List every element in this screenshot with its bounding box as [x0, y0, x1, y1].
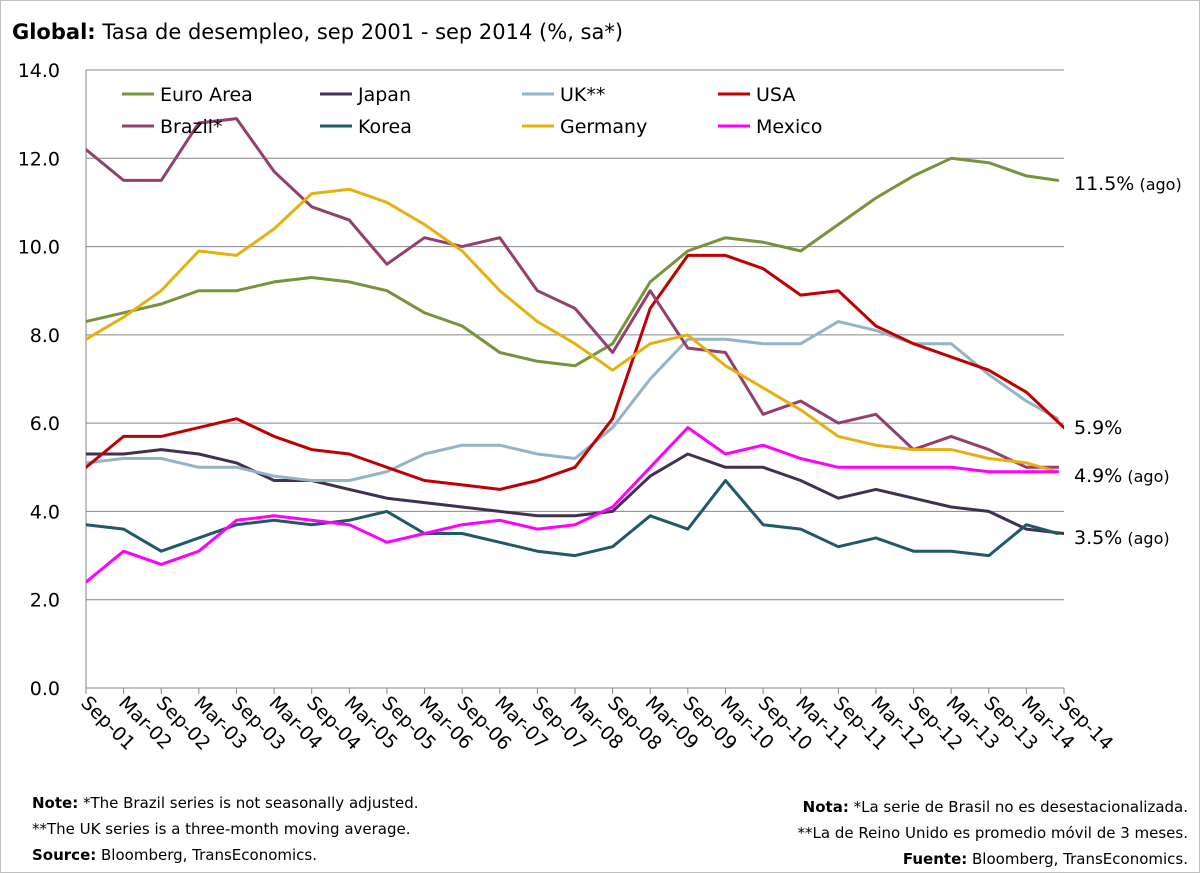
series-line-usa	[86, 253, 1064, 491]
note-text-uk: **The UK series is a three-month moving …	[32, 820, 411, 838]
annotation-value: 5.9%	[1074, 417, 1122, 439]
chart-title-bold: Global:	[12, 20, 96, 44]
notes-english: Note: *The Brazil series is not seasonal…	[32, 790, 419, 868]
value-annotation: 4.9% (ago)	[1074, 465, 1170, 487]
annotation-suffix: (ago)	[1134, 175, 1181, 194]
line-chart: 0.02.04.06.08.010.012.014.0Sep-01Mar-02S…	[18, 60, 1182, 755]
series-line-brazil	[86, 117, 1060, 469]
legend-label: UK**	[560, 84, 605, 106]
legend-label: Mexico	[756, 116, 822, 138]
nota-line-2: **La de Reino Unido es promedio móvil de…	[798, 820, 1188, 846]
annotation-value: 4.9%	[1074, 465, 1122, 487]
series-line-mexico	[86, 426, 1060, 584]
annotation-value: 11.5%	[1074, 173, 1134, 195]
value-annotation: 11.5% (ago)	[1074, 173, 1182, 195]
series-line-euro-area	[86, 156, 1060, 368]
y-tick-label: 14.0	[18, 60, 60, 82]
legend-label: Korea	[358, 116, 412, 138]
notes-spanish: Nota: *La serie de Brasil no es desestac…	[798, 794, 1188, 872]
note-line-1: Note: *The Brazil series is not seasonal…	[32, 790, 419, 816]
legend-label: USA	[756, 84, 795, 106]
legend-label: Japan	[357, 84, 411, 106]
note-text-brazil: *The Brazil series is not seasonally adj…	[78, 794, 419, 812]
nota-text-brasil: *La serie de Brasil no es desestacionali…	[848, 798, 1188, 816]
y-tick-label: 0.0	[30, 678, 60, 700]
y-tick-label: 12.0	[18, 148, 60, 170]
y-tick-label: 10.0	[18, 237, 60, 259]
source-label: Source:	[32, 846, 97, 864]
value-annotation: 5.9%	[1074, 417, 1122, 439]
nota-text-reino-unido: **La de Reino Unido es promedio móvil de…	[797, 824, 1188, 842]
series-group	[86, 117, 1064, 584]
note-line-2: **The UK series is a three-month moving …	[32, 816, 419, 842]
y-tick-label: 4.0	[30, 501, 60, 523]
annotation-suffix: (ago)	[1122, 529, 1169, 548]
nota-label: Nota:	[802, 798, 849, 816]
series-line-japan	[86, 448, 1064, 535]
series-line-germany	[86, 187, 1060, 474]
chart-title-rest: Tasa de desempleo, sep 2001 - sep 2014 (…	[95, 20, 624, 44]
value-annotation: 3.5% (ago)	[1074, 527, 1170, 549]
note-label: Note:	[32, 794, 79, 812]
y-tick-label: 6.0	[30, 413, 60, 435]
series-line-uk	[86, 320, 1060, 482]
fuente-text: Bloomberg, TransEconomics.	[967, 850, 1188, 868]
note-line-3: Source: Bloomberg, TransEconomics.	[32, 842, 419, 868]
annotation-value: 3.5%	[1074, 527, 1122, 549]
legend-label: Germany	[560, 116, 647, 138]
source-text: Bloomberg, TransEconomics.	[96, 846, 317, 864]
series-line-korea	[86, 479, 1060, 558]
y-tick-label: 2.0	[30, 590, 60, 612]
annotation-suffix: (ago)	[1122, 467, 1169, 486]
chart-title: Global: Tasa de desempleo, sep 2001 - se…	[12, 20, 623, 44]
nota-line-3: Fuente: Bloomberg, TransEconomics.	[798, 846, 1188, 872]
nota-line-1: Nota: *La serie de Brasil no es desestac…	[798, 794, 1188, 820]
legend-label: Brazil*	[160, 116, 223, 138]
y-tick-label: 8.0	[30, 325, 60, 347]
legend-label: Euro Area	[160, 84, 253, 106]
fuente-label: Fuente:	[902, 850, 968, 868]
